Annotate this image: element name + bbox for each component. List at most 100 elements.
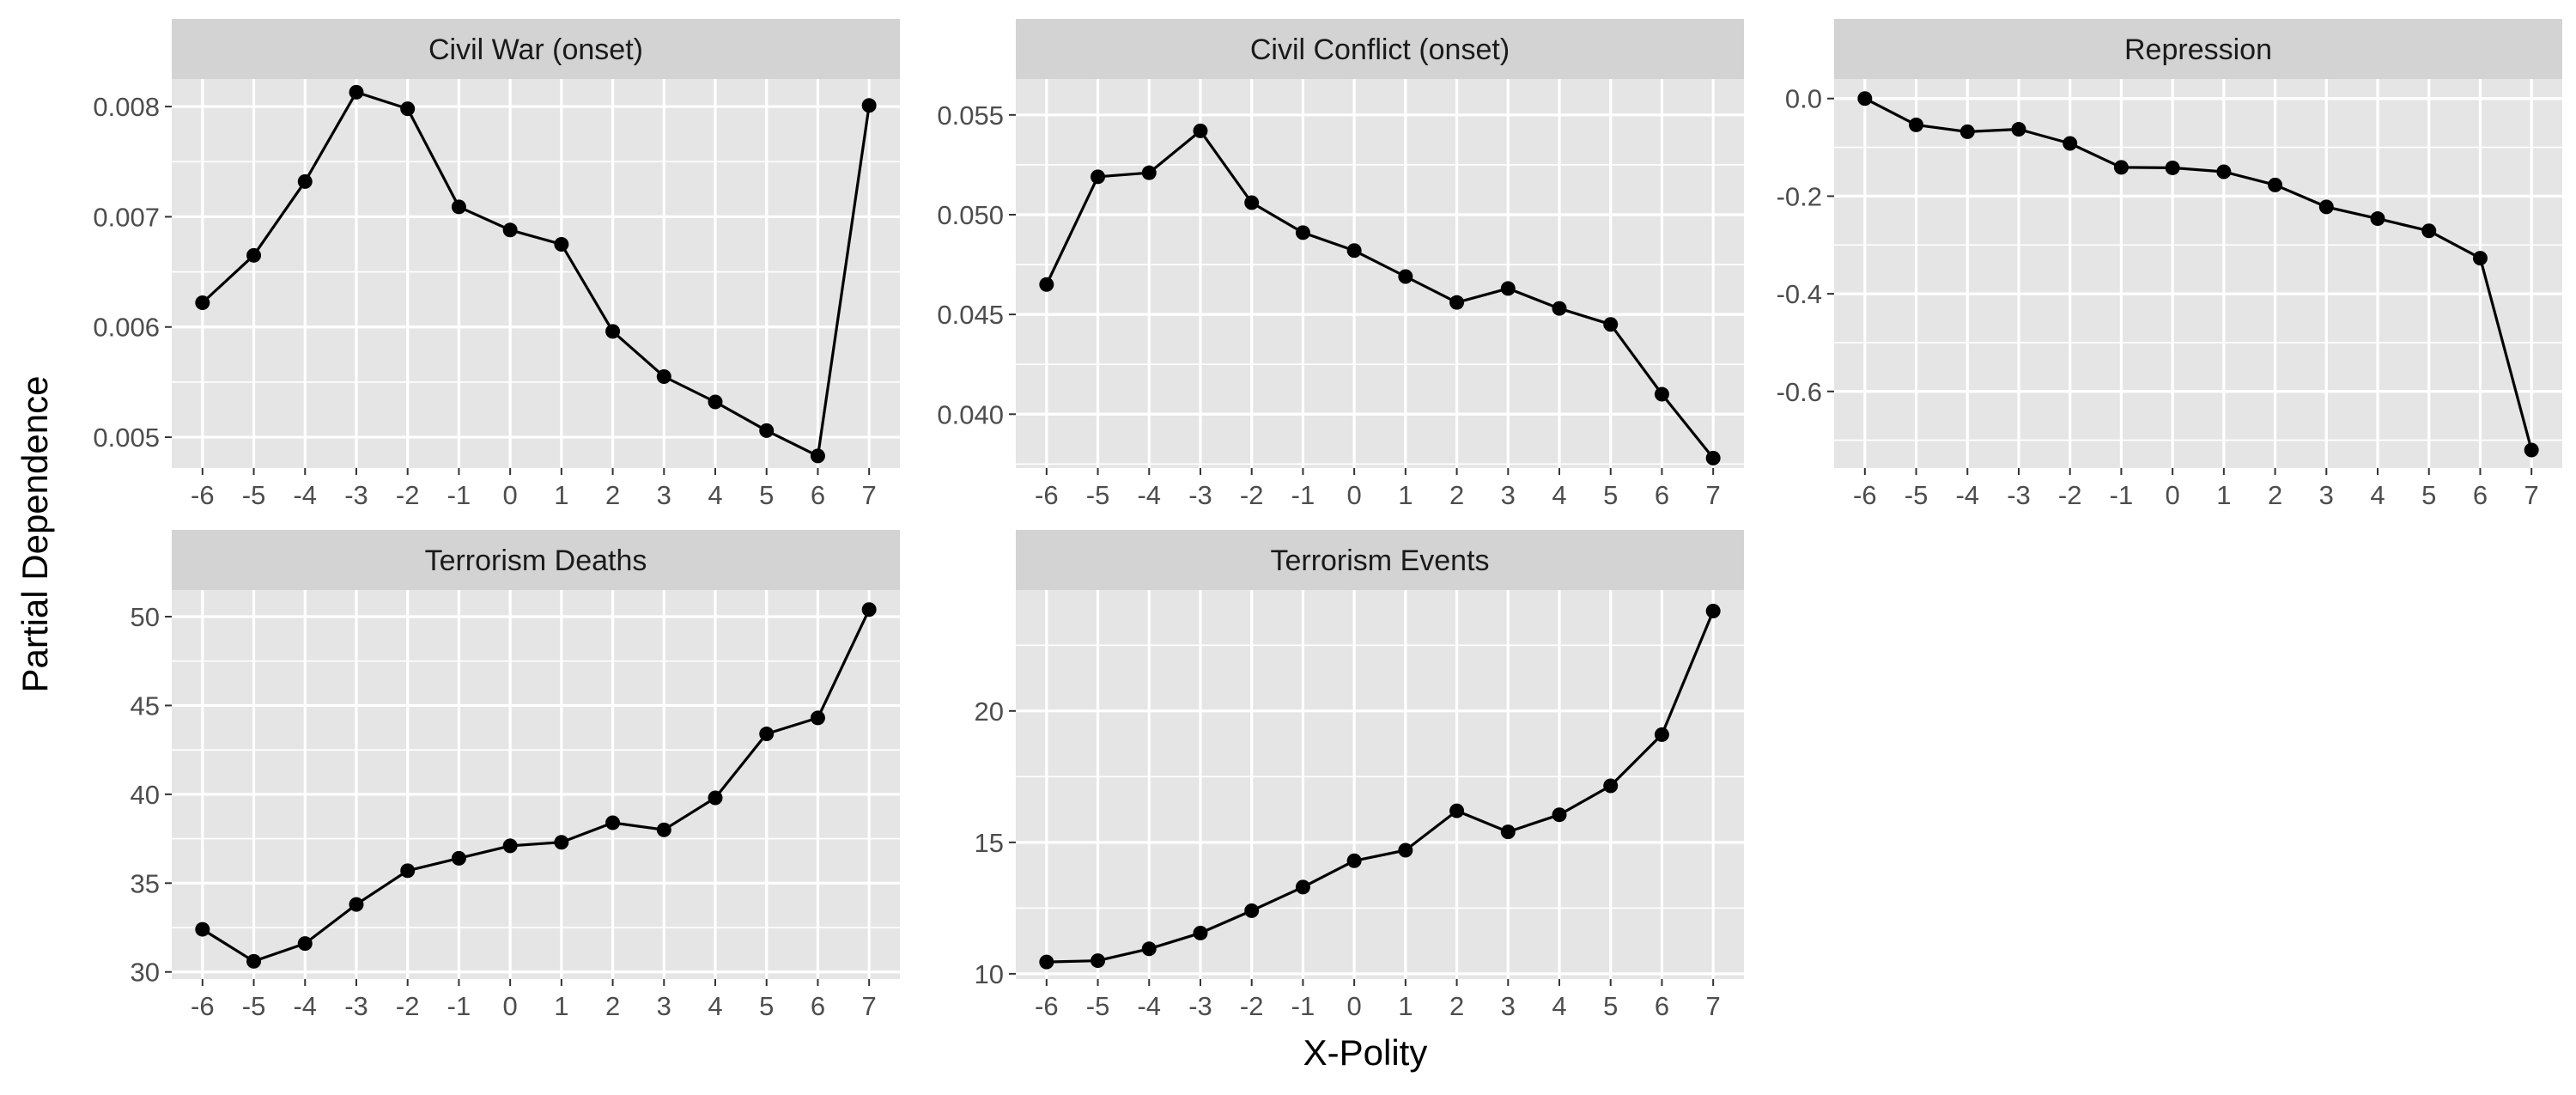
data-point (554, 835, 569, 850)
y-tick-label: 0.006 (93, 313, 160, 343)
data-point (1705, 450, 1721, 465)
y-tick-label: 40 (131, 780, 160, 810)
x-tick-label: 5 (759, 991, 774, 1021)
x-tick-label: 4 (708, 991, 722, 1021)
data-point (810, 448, 825, 464)
y-tick-label: 45 (131, 690, 160, 721)
data-point (195, 922, 210, 937)
x-tick-label: 3 (657, 991, 671, 1021)
x-tick-label: -3 (344, 480, 368, 510)
x-tick-label: 3 (657, 480, 671, 510)
x-tick-label: -4 (1137, 480, 1161, 510)
panel-background (1834, 79, 2562, 468)
data-point (656, 822, 671, 837)
data-point (759, 727, 775, 742)
facet-title: Terrorism Deaths (425, 544, 647, 577)
panel-background (172, 79, 900, 468)
x-tick-label: -4 (1955, 480, 1979, 510)
x-tick-label: 7 (1706, 991, 1721, 1021)
data-point (195, 295, 210, 311)
data-point (400, 101, 416, 117)
x-tick-label: -5 (1905, 480, 1929, 510)
data-point (1346, 243, 1362, 259)
panel-1: Civil Conflict (onset) 0.040 0.045 0.050 0.0… (937, 19, 1744, 510)
x-tick-label: -2 (2058, 480, 2082, 510)
data-point (810, 710, 825, 726)
y-tick-label: 10 (975, 959, 1004, 989)
x-tick-label: -6 (1035, 480, 1059, 510)
data-point (502, 222, 518, 238)
panel-0: Civil War (onset)0.0050.0060.0070.008-6-… (93, 19, 900, 510)
facet-title: Civil Conflict (onset) (1250, 33, 1510, 66)
data-point (2011, 122, 2026, 137)
x-tick-label: 3 (2319, 480, 2334, 510)
y-tick-label: 15 (975, 828, 1004, 858)
x-tick-label: -4 (293, 991, 317, 1021)
data-point (554, 236, 569, 252)
data-point (1500, 281, 1516, 296)
data-point (349, 897, 364, 912)
y-tick-label: 0.045 (937, 300, 1004, 330)
x-tick-label: 7 (2524, 480, 2539, 510)
data-point (2318, 199, 2334, 215)
data-point (2472, 251, 2488, 266)
x-tick-label: 1 (554, 480, 568, 510)
data-point (2216, 164, 2232, 179)
series-line (201, 90, 871, 458)
facet-title: Repression (2124, 33, 2272, 66)
series-line (1045, 129, 1715, 459)
data-point (451, 199, 466, 215)
data-point (1449, 803, 1465, 818)
x-tick-label: 6 (811, 480, 825, 510)
x-tick-label: 2 (1449, 480, 1464, 510)
data-point (246, 247, 262, 263)
data-point (2113, 160, 2129, 175)
data-point (246, 953, 262, 969)
facet-title: Terrorism Events (1270, 544, 1489, 577)
data-point (1500, 824, 1516, 840)
data-point (2524, 442, 2539, 458)
data-point (1039, 954, 1054, 970)
data-point (861, 602, 877, 617)
data-point (2063, 136, 2078, 151)
x-tick-label: 6 (2473, 480, 2488, 510)
data-point (502, 838, 518, 854)
data-point (1603, 778, 1619, 794)
y-tick-label: 50 (131, 602, 160, 632)
facet-strip (172, 530, 900, 590)
x-tick-label: 0 (1347, 480, 1362, 510)
y-tick-label: 0.007 (93, 202, 160, 232)
x-tick-label: 4 (1552, 480, 1566, 510)
x-tick-label: -5 (242, 480, 266, 510)
x-tick-label: -2 (1240, 991, 1264, 1021)
facet-strip (172, 19, 900, 79)
x-tick-label: -3 (1188, 991, 1212, 1021)
data-point (1398, 269, 1413, 284)
data-point (1244, 195, 1260, 210)
data-point (708, 394, 723, 410)
x-tick-label: 0 (503, 480, 518, 510)
x-tick-label: -6 (191, 991, 215, 1021)
x-tick-label: -4 (293, 480, 317, 510)
panel-2: Repression -0.6 -0.4 -0.2 0.0 -6 -5 -4 -3 -2 -1 0 1 2… (1777, 19, 2562, 510)
x-tick-label: -2 (396, 991, 420, 1021)
panel-background (172, 590, 900, 979)
data-point (1398, 843, 1413, 858)
data-point (656, 368, 671, 384)
panel-4: Terrorism Events 10 15 20 -6 -5 -4 -3 -2 -1 0 1 2 3 4 5… (975, 530, 1744, 1021)
x-tick-label: 5 (2421, 480, 2436, 510)
x-tick-label: -6 (1853, 480, 1877, 510)
x-axis-title: X-Polity (1303, 1032, 1428, 1073)
x-tick-label: 6 (1655, 991, 1669, 1021)
x-tick-label: -3 (2007, 480, 2031, 510)
x-tick-label: 2 (605, 480, 620, 510)
y-tick-label: -0.2 (1777, 181, 1822, 211)
data-point (1603, 317, 1619, 332)
x-tick-label: 0 (2166, 480, 2180, 510)
y-tick-label: 0.008 (93, 92, 160, 122)
panels: Civil War (onset)0.0050.0060.0070.008-6-… (93, 19, 2562, 1021)
data-point (1959, 124, 1975, 139)
x-tick-label: 7 (1706, 480, 1721, 510)
